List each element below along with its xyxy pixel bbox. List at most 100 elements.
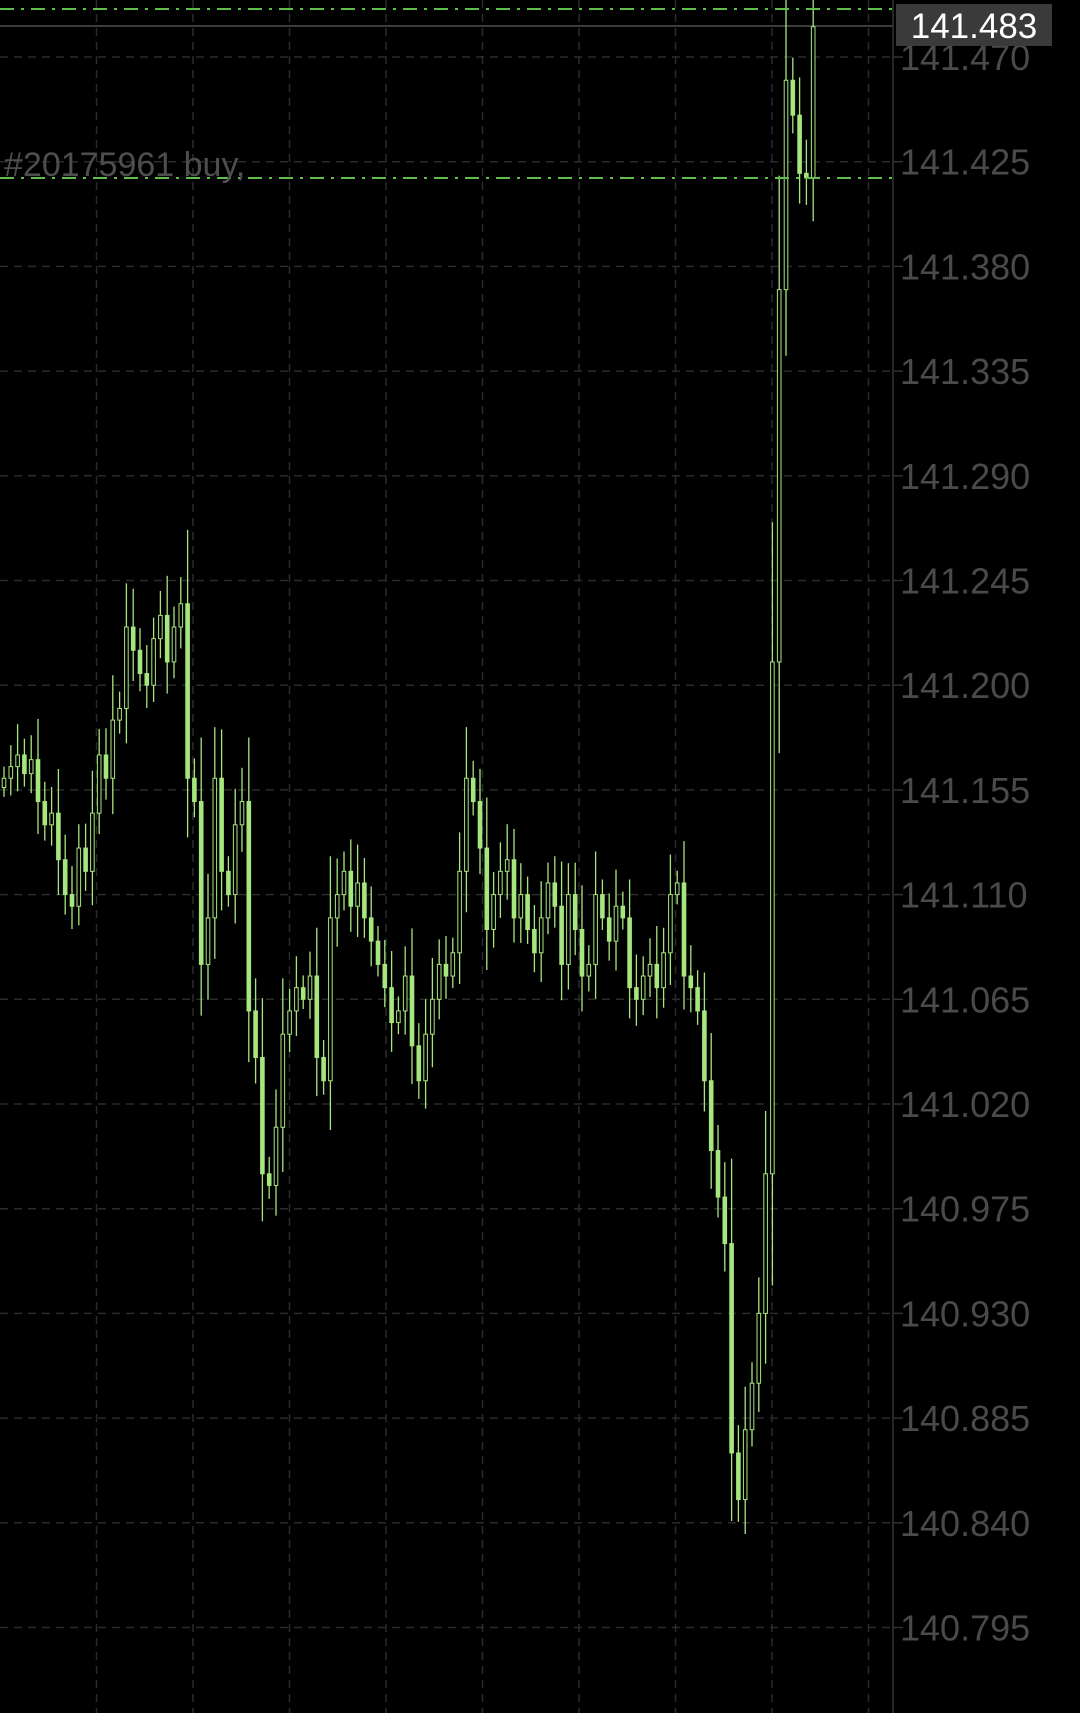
candle-body	[579, 929, 585, 977]
candle-body	[770, 661, 775, 1175]
candle-body	[144, 673, 150, 686]
candle-body	[763, 1173, 768, 1314]
candle-body	[640, 975, 646, 1000]
candle	[634, 954, 639, 1026]
candle-body	[192, 777, 197, 803]
candle-body	[362, 882, 367, 919]
y-tick-label: 140.795	[900, 1608, 1030, 1649]
candle-body	[246, 801, 252, 1012]
candle-body	[470, 777, 476, 803]
candle-body	[423, 1033, 428, 1082]
candle-body	[260, 1056, 265, 1175]
candle-body	[266, 1173, 272, 1186]
candle	[212, 727, 218, 959]
candle	[797, 77, 802, 204]
candle-body	[715, 1150, 721, 1198]
y-tick-label: 141.245	[900, 561, 1030, 602]
candle-body	[35, 759, 41, 803]
candle	[226, 856, 231, 907]
candle-body	[525, 894, 530, 930]
candle	[776, 175, 782, 754]
current-price-text: 141.483	[911, 7, 1038, 46]
candle	[464, 727, 469, 913]
candle-body	[797, 114, 802, 174]
candle	[110, 675, 116, 815]
candle	[579, 885, 585, 1012]
candle	[423, 999, 428, 1109]
candle	[205, 873, 211, 1000]
candle	[35, 718, 41, 835]
candle-body	[205, 917, 211, 965]
candle-body	[239, 801, 245, 826]
candle	[362, 857, 367, 938]
candle-body	[722, 1196, 728, 1245]
candle	[355, 844, 360, 937]
candle-body	[328, 917, 333, 1082]
candle	[810, 0, 816, 222]
candle-body	[368, 917, 374, 942]
candle	[559, 861, 564, 1001]
candle	[702, 972, 707, 1112]
candle-body	[110, 719, 116, 779]
candle-body	[627, 917, 632, 989]
candle	[1, 766, 7, 797]
candle	[260, 998, 265, 1222]
candle	[294, 956, 299, 1037]
candle-body	[42, 801, 48, 826]
candle-body	[56, 812, 61, 861]
candle	[586, 945, 592, 992]
candle	[96, 728, 102, 835]
candle-body	[90, 812, 95, 872]
candle	[171, 606, 177, 679]
candle-body	[253, 1010, 258, 1058]
candle	[314, 927, 320, 1097]
candle	[76, 824, 82, 926]
candle	[151, 617, 156, 702]
candle	[341, 851, 347, 911]
candle	[484, 797, 490, 970]
candle	[674, 870, 680, 905]
candle	[130, 588, 136, 682]
candle	[15, 724, 20, 792]
candle	[137, 628, 143, 692]
candle	[273, 1089, 279, 1216]
candle-body	[457, 870, 462, 954]
candle	[606, 893, 612, 961]
candle-body	[314, 975, 320, 1058]
candle	[280, 978, 286, 1172]
candle-body	[776, 289, 782, 663]
candle-body	[49, 812, 54, 826]
candle	[239, 767, 245, 852]
candle	[518, 863, 524, 943]
y-tick-label: 141.065	[900, 979, 1030, 1020]
candle-body	[226, 870, 231, 896]
candle	[681, 841, 687, 1010]
candle	[307, 951, 313, 1019]
candle	[708, 1033, 714, 1189]
candle-body	[151, 638, 156, 686]
candle-body	[164, 614, 170, 663]
candle	[42, 781, 48, 841]
candle	[334, 858, 340, 947]
candle-body	[729, 1243, 734, 1454]
candle	[661, 927, 666, 1008]
candle-body	[15, 754, 20, 768]
candle	[158, 590, 163, 659]
y-tick-label: 141.020	[900, 1084, 1030, 1125]
candle	[62, 834, 68, 915]
candle-body	[559, 905, 564, 965]
candle	[382, 939, 388, 1008]
candle-body	[212, 777, 218, 919]
candle	[117, 691, 122, 734]
candle	[790, 57, 796, 134]
candle	[368, 886, 374, 967]
candle-body	[545, 882, 551, 919]
candle	[178, 577, 184, 649]
candle-body	[375, 940, 381, 965]
candle	[647, 938, 653, 997]
candle-body	[736, 1452, 741, 1501]
candle	[715, 1124, 721, 1218]
candle-body	[606, 917, 612, 942]
candle	[144, 645, 150, 709]
